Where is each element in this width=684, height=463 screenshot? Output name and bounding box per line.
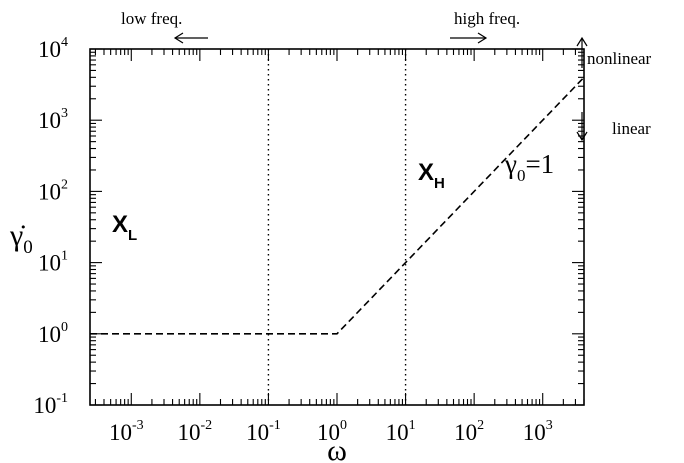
x-axis-label: ω xyxy=(327,434,347,463)
y-tick-label-5: 104 xyxy=(38,35,68,62)
y-tick-label-0: 10-1 xyxy=(33,391,68,418)
down-arrow-icon xyxy=(576,112,588,142)
y-tick-label-3: 102 xyxy=(38,177,68,204)
low-freq-label: low freq. xyxy=(121,9,182,28)
up-arrow-icon xyxy=(576,36,588,68)
x-tick-label-4: 101 xyxy=(386,418,416,445)
vertical-reference-lines xyxy=(267,49,407,405)
region-low-label: XL xyxy=(112,211,137,244)
x-tick-label-6: 103 xyxy=(523,418,553,445)
left-arrow-icon xyxy=(173,32,208,44)
y-axis-label: γ̇0 xyxy=(9,219,33,258)
x-tick-label-5: 102 xyxy=(454,418,484,445)
y-tick-label-4: 103 xyxy=(38,106,68,133)
linear-label: linear xyxy=(612,119,651,138)
high-freq-label: high freq. xyxy=(454,9,520,28)
region-low-base: X xyxy=(112,211,128,238)
region-low-sub: L xyxy=(128,227,137,244)
x-tick-label-3: 100 xyxy=(317,418,347,445)
region-high-label: XH xyxy=(418,159,445,192)
y-axis-ticks: 10-1 100 101 102 103 104 xyxy=(33,35,584,418)
x-tick-label-0: 10-3 xyxy=(109,418,144,445)
y-tick-label-2: 101 xyxy=(38,249,68,276)
y-axis-label-base: γ̇ xyxy=(9,219,25,252)
series-layer xyxy=(90,76,585,335)
region-high-sub: H xyxy=(434,175,445,192)
y-axis-label-sub: 0 xyxy=(23,237,33,258)
right-arrow-icon xyxy=(450,32,488,44)
region-high-base: X xyxy=(418,159,434,186)
x-tick-label-1: 10-2 xyxy=(178,418,213,445)
gamma-equals-one-label: γ0=1 xyxy=(504,149,554,185)
series-line-0 xyxy=(90,76,585,335)
plot-frame xyxy=(89,48,585,406)
x-tick-label-2: 10-1 xyxy=(246,418,281,445)
gamma-label-rest: =1 xyxy=(525,149,554,179)
nonlinear-label: nonlinear xyxy=(587,49,652,68)
y-tick-label-1: 100 xyxy=(38,320,68,347)
x-axis-ticks: 10-3 10-2 10-1 100 101 102 103 xyxy=(94,49,585,445)
gamma-label-base: γ xyxy=(504,149,517,179)
gamma-label-sub: 0 xyxy=(517,166,526,185)
